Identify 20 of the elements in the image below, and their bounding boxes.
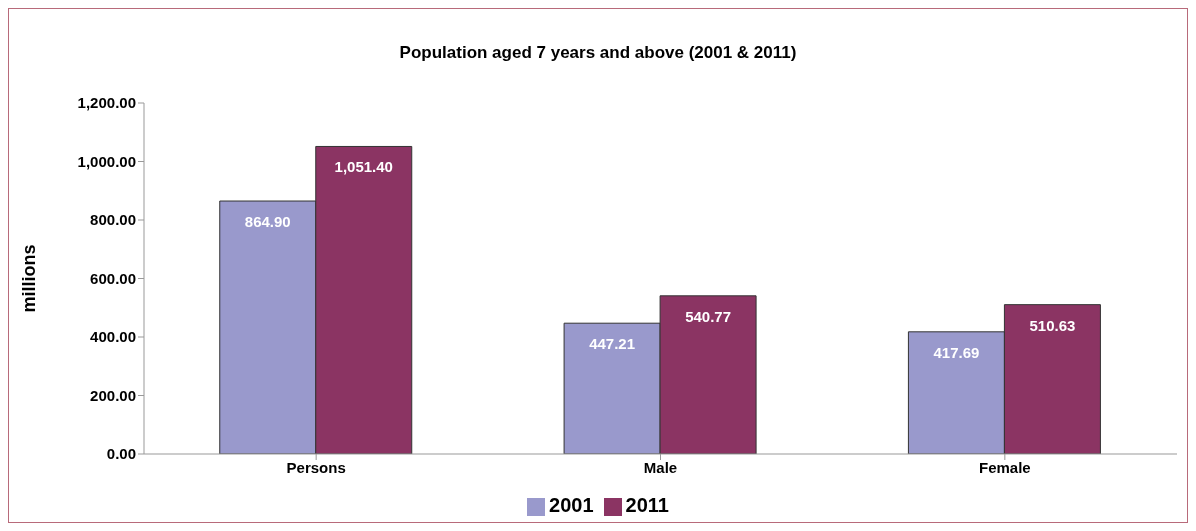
chart-title: Population aged 7 years and above (2001 & 2011) [398, 42, 798, 64]
data-label: 417.69 [933, 343, 980, 361]
data-label: 864.90 [244, 213, 291, 231]
data-label: 510.63 [1029, 316, 1076, 334]
data-label: 1,051.40 [334, 158, 393, 176]
x-tick-label: Male [643, 458, 678, 476]
y-axis-title: millions [19, 244, 40, 313]
legend-label: 2001 [549, 494, 594, 516]
y-tick-label: 600.00 [90, 269, 136, 287]
y-tick-label: 800.00 [90, 211, 136, 229]
y-tick-label: 400.00 [90, 328, 136, 346]
data-label: 447.21 [589, 335, 636, 353]
legend-label: 2011 [625, 494, 669, 516]
x-tick-label: Persons [286, 458, 346, 476]
x-tick-label: Female [978, 458, 1031, 476]
y-tick-label: 1,000.00 [77, 152, 136, 170]
y-tick-label: 200.00 [90, 386, 136, 404]
data-label: 540.77 [685, 307, 732, 325]
y-tick-label: 0.00 [106, 445, 136, 463]
y-tick-label: 1,200.00 [77, 94, 136, 112]
